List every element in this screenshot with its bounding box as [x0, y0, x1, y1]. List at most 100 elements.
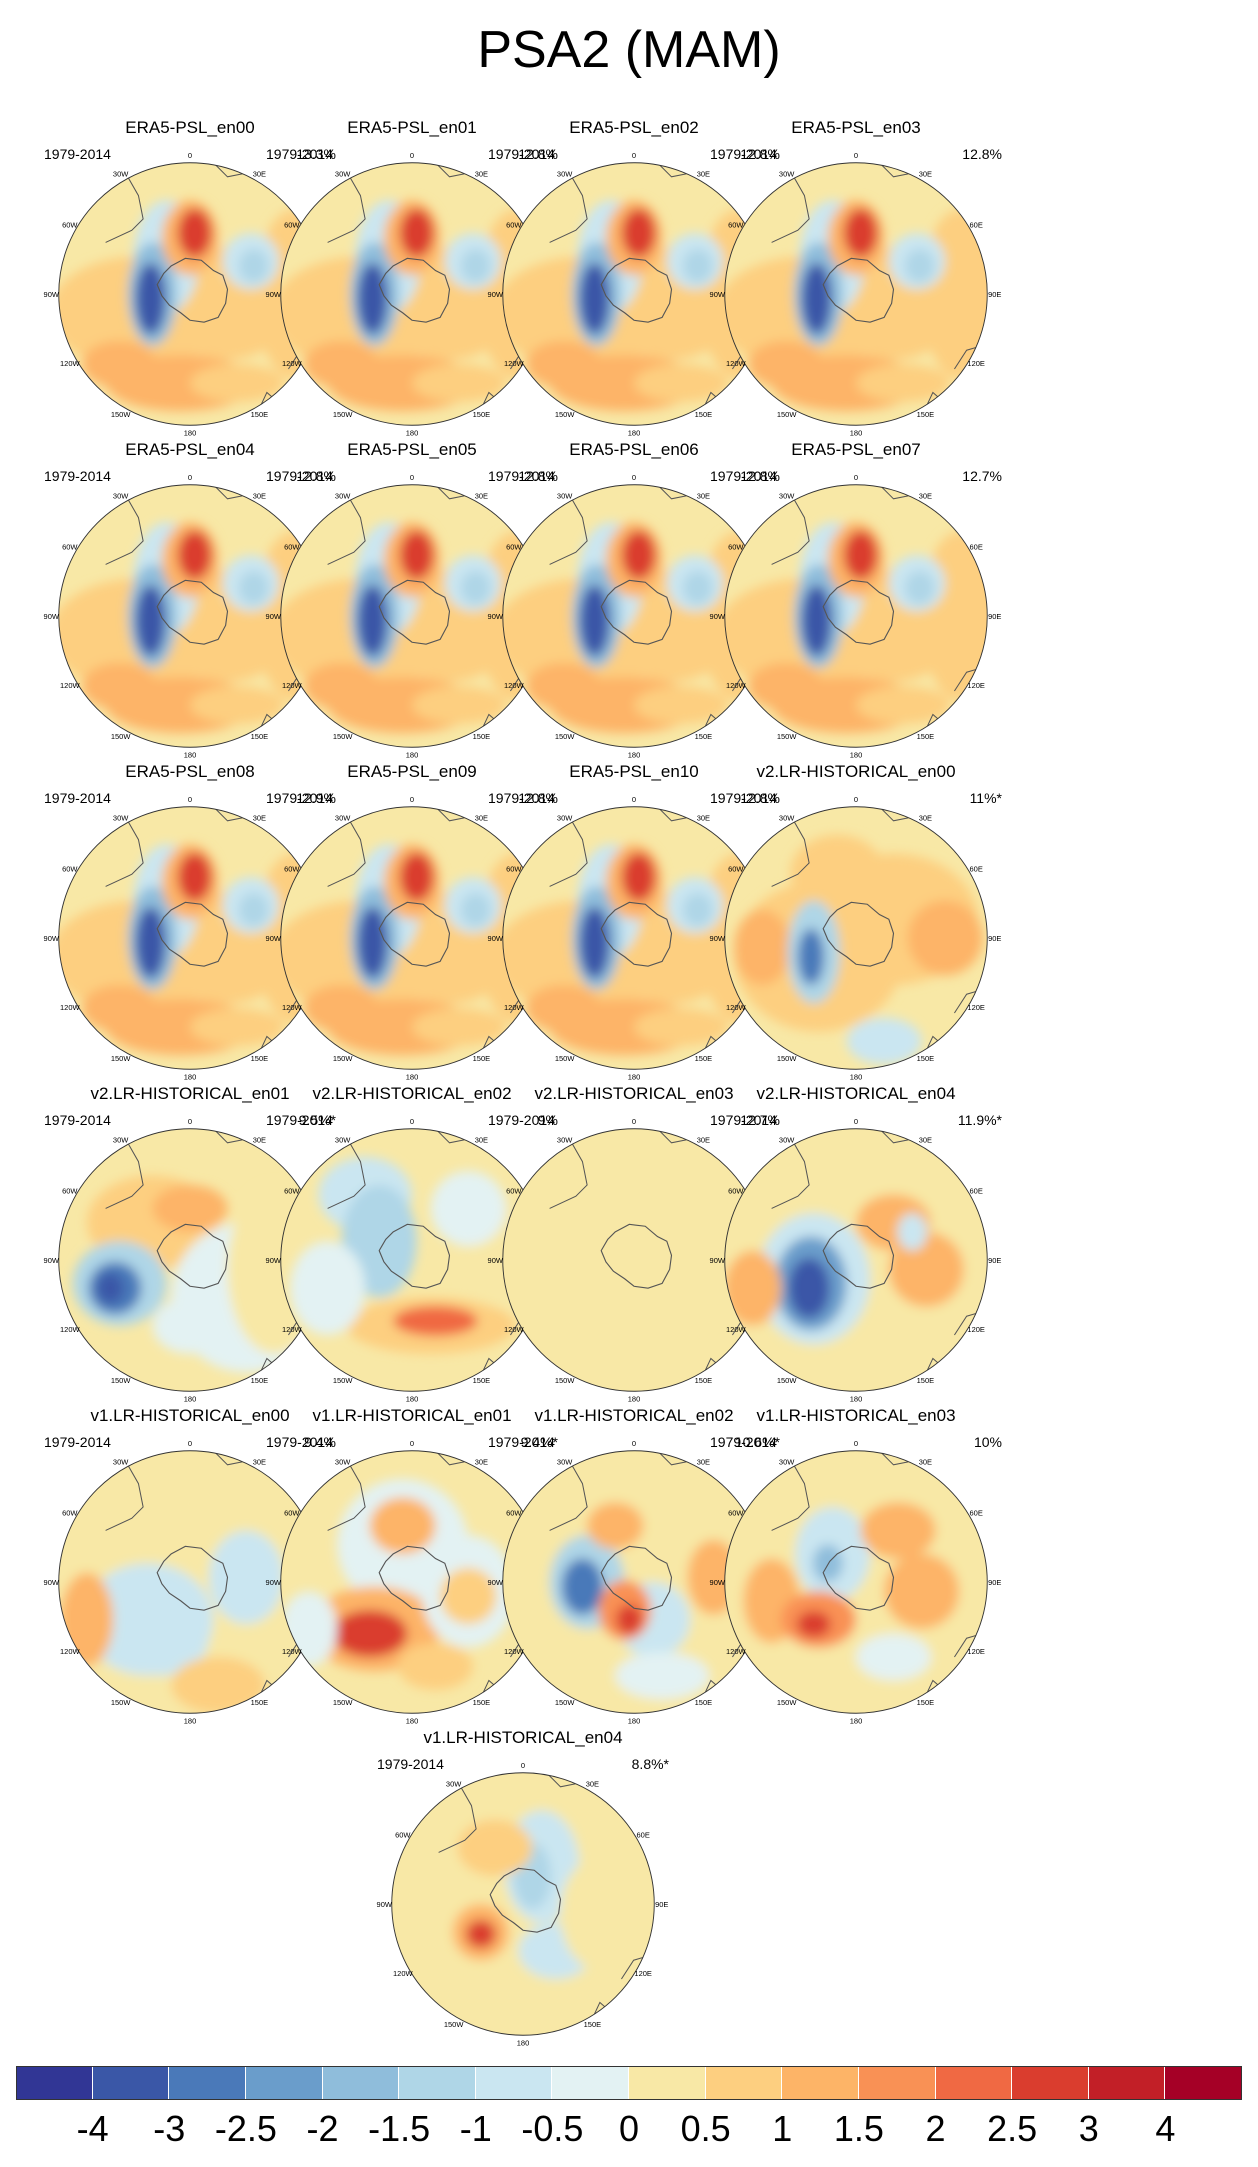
colorbar-segment: [1165, 2066, 1242, 2100]
anomaly-contour: [332, 1610, 408, 1657]
longitude-label: 180: [628, 429, 641, 438]
panel-period: 1979-2014: [377, 1756, 444, 1772]
longitude-label: 120W: [726, 359, 747, 368]
longitude-label: 120W: [60, 681, 81, 690]
panel-variance-percent: 12.8%: [518, 790, 558, 806]
longitude-label: 120W: [726, 1003, 747, 1012]
south-america-coastline: [327, 162, 366, 243]
anomaly-contour: [290, 1241, 366, 1335]
longitude-label: 150W: [555, 1376, 576, 1385]
longitude-label: 30E: [697, 1136, 710, 1145]
longitude-label: 30E: [919, 1136, 932, 1145]
longitude-label: 150E: [695, 1698, 713, 1707]
longitude-label: 60W: [506, 542, 522, 551]
longitude-label: 60E: [970, 220, 983, 229]
longitude-label: 180: [184, 1073, 197, 1082]
longitude-label: 0: [188, 1439, 192, 1448]
longitude-label: 30E: [253, 492, 266, 501]
longitude-label: 60W: [62, 542, 78, 551]
longitude-label: 30E: [919, 492, 932, 501]
panel-period: 1979-2014: [710, 146, 777, 162]
colorbar-tick-label: 1.5: [833, 2108, 884, 2149]
longitude-label: 30E: [586, 1780, 599, 1789]
anomaly-contour: [856, 1633, 931, 1681]
longitude-label: 120E: [967, 1003, 985, 1012]
colorbar-segment: [245, 2066, 323, 2100]
longitude-label: 90E: [988, 290, 1001, 299]
anomaly-contour: [621, 852, 656, 902]
colorbar-tick-label: 1: [772, 2108, 793, 2149]
anomaly-contour: [177, 208, 212, 258]
longitude-label: 180: [628, 1073, 641, 1082]
longitude-label: 150E: [695, 1376, 713, 1385]
anomaly-contour: [465, 1919, 496, 1949]
anomaly-contour: [748, 662, 824, 710]
longitude-label: 150W: [777, 1698, 798, 1707]
longitude-label: 150E: [251, 1698, 269, 1707]
panel-variance-percent: 12.7%: [740, 1112, 780, 1128]
longitude-label: 150W: [777, 410, 798, 419]
map-border: [724, 484, 988, 748]
longitude-label: 150W: [777, 1376, 798, 1385]
longitude-label: 150E: [473, 1376, 491, 1385]
panel-variance-percent: 12.8%: [740, 146, 780, 162]
longitude-label: 120W: [504, 1325, 525, 1334]
longitude-label: 30W: [335, 170, 351, 179]
longitude-label: 60E: [970, 1508, 983, 1517]
colorbar-tick-label: -4: [76, 2108, 109, 2149]
longitude-label: 30E: [475, 1458, 488, 1467]
map-border: [724, 1128, 988, 1392]
panel-period: 1979-2014: [710, 1434, 777, 1450]
anomaly-contour: [460, 249, 491, 283]
anomaly-contour: [921, 209, 988, 379]
colorbar-tick-label: -3: [153, 2108, 186, 2149]
longitude-label: 30W: [446, 1780, 462, 1789]
anomaly-contour: [238, 893, 269, 927]
longitude-label: 30E: [475, 814, 488, 823]
longitude-label: 30E: [697, 492, 710, 501]
antarctica-coastline: [822, 1545, 895, 1611]
longitude-label: 60W: [62, 1508, 78, 1517]
longitude-label: 150W: [111, 1054, 132, 1063]
colorbar-segment: [92, 2066, 170, 2100]
longitude-label: 30E: [475, 492, 488, 501]
map-panel: v1.LR-HISTORICAL_en001979-20149.4%030E60…: [40, 1406, 340, 1726]
anomaly-contour: [801, 585, 832, 657]
longitude-label: 150E: [473, 732, 491, 741]
south-america-coastline: [549, 1128, 588, 1209]
longitude-label: 30W: [779, 170, 795, 179]
longitude-label: 150W: [555, 1698, 576, 1707]
longitude-label: 0: [188, 795, 192, 804]
longitude-label: 60W: [62, 864, 78, 873]
panel-title: ERA5-PSL_en04: [125, 440, 255, 459]
longitude-label: 90E: [988, 612, 1001, 621]
map-panel: ERA5-PSL_en061979-201412.8%030E60E90E120…: [484, 440, 784, 760]
longitude-label: 30W: [779, 492, 795, 501]
longitude-label: 120W: [60, 1325, 81, 1334]
anomaly-contour: [412, 364, 506, 402]
anomaly-contour: [357, 907, 388, 979]
panel-period: 1979-2014: [266, 1112, 333, 1128]
longitude-label: 0: [188, 151, 192, 160]
longitude-label: 30W: [335, 1136, 351, 1145]
colorbar-tick-label: 2: [925, 2108, 946, 2149]
map-panel: v2.LR-HISTORICAL_en00 1979-2014 11%* 0 30E 60…: [706, 762, 1006, 1082]
south-america-coastline: [105, 1128, 144, 1209]
map-panel: v2.LR-HISTORICAL_en04 1979-2014 11.9%* 0 30E…: [706, 1084, 1006, 1404]
longitude-label: 120E: [967, 359, 985, 368]
panel-title: ERA5-PSL_en06: [569, 440, 699, 459]
longitude-label: 90W: [710, 1578, 726, 1587]
south-america-coastline: [771, 1450, 810, 1531]
longitude-label: 180: [406, 429, 419, 438]
longitude-label: 90W: [266, 1578, 282, 1587]
longitude-label: 60E: [637, 1830, 650, 1839]
panel-title: v2.LR-HISTORICAL_en00: [756, 762, 956, 781]
longitude-label: 150W: [333, 732, 354, 741]
anomaly-contour: [801, 263, 832, 335]
longitude-label: 150E: [695, 410, 713, 419]
anomaly-contour: [904, 571, 935, 605]
longitude-label: 180: [850, 751, 863, 760]
longitude-label: 30W: [779, 814, 795, 823]
